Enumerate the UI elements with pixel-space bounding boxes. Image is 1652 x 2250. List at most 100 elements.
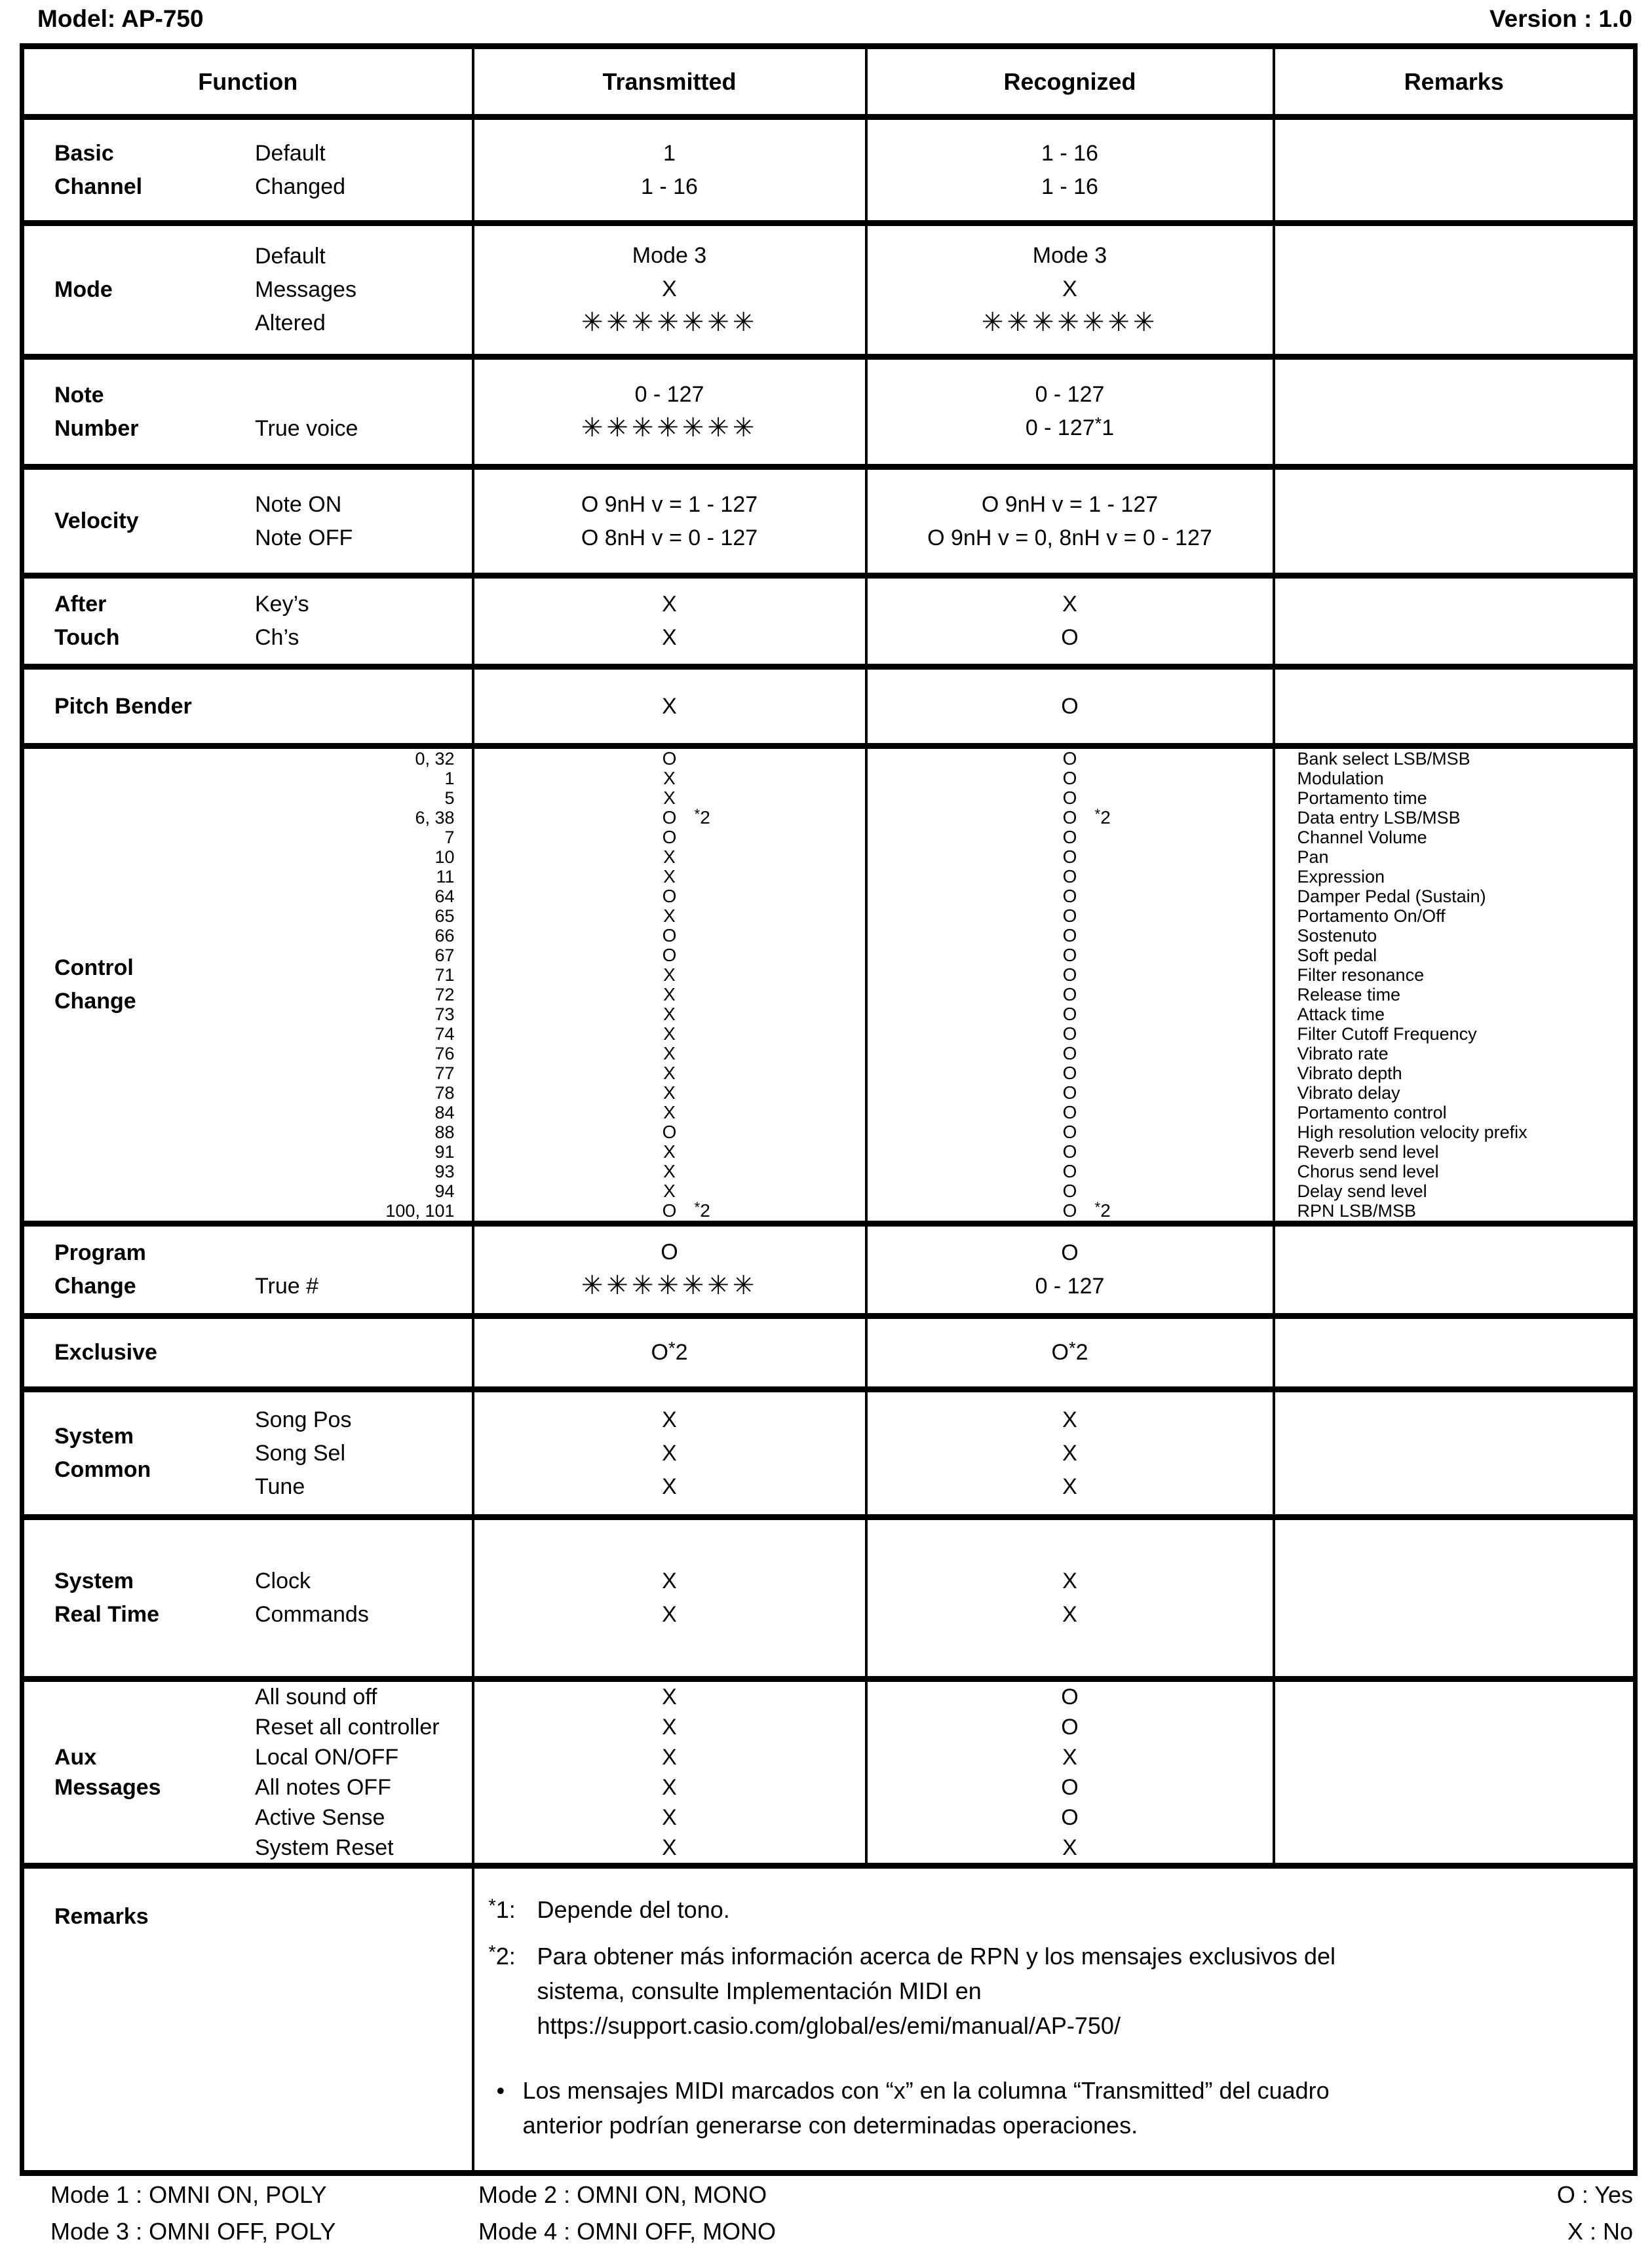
function-sublabels: Note ON Note OFF	[229, 488, 471, 555]
transmitted-value: X	[662, 1569, 677, 1593]
cc-name: Chorus send level	[1297, 1162, 1439, 1181]
cc-recognized-value: O	[1062, 1023, 1077, 1044]
function-label: Mode	[25, 273, 229, 307]
function-label: Program Change	[25, 1236, 229, 1303]
recognized-value: 0 - 127*1	[1025, 413, 1115, 440]
cc-number: 0, 32	[415, 749, 455, 769]
cc-number: 93	[434, 1162, 455, 1181]
recognized-value: O	[1061, 1685, 1079, 1710]
recognized-value: X	[1062, 276, 1077, 301]
function-label-line: Control	[54, 955, 134, 980]
recognized-value: O 9nH v = 0, 8nH v = 0 - 127	[927, 525, 1212, 550]
cc-transmitted-value: X	[663, 866, 676, 887]
transmitted-value: 0 - 127	[634, 381, 704, 407]
cc-transmitted-value: O *2	[662, 1198, 710, 1221]
remark-note: *1: Depende del tono.	[489, 1892, 1622, 1930]
document-header: Model: AP-750 Version : 1.0	[37, 5, 1632, 33]
cc-number: 10	[434, 847, 455, 867]
recognized-cell: 1 - 16 1 - 16	[864, 114, 1275, 226]
cc-transmitted-value: O	[662, 827, 677, 847]
recognized-value: 1 - 16	[1041, 140, 1098, 166]
cc-number: 84	[434, 1103, 455, 1122]
function-sublabels: Default Changed	[229, 137, 471, 204]
cc-number: 73	[434, 1004, 455, 1024]
function-sublabels: True #	[229, 1236, 471, 1303]
transmitted-value: X	[662, 1805, 677, 1830]
function-label-line: Real Time	[54, 1602, 160, 1627]
transmitted-value: ✳✳✳✳✳✳✳	[581, 307, 758, 337]
cc-transmitted-value: X	[663, 847, 676, 867]
cc-transmitted-value: O	[662, 748, 677, 769]
function-label-line: Change	[54, 1274, 136, 1299]
mode2-label: Mode 2 : OMNI ON, MONO	[478, 2181, 767, 2208]
recognized-value: 0 - 127	[1035, 382, 1105, 407]
function-cell: System Common Song Pos Song Sel Tune	[20, 1386, 474, 1520]
cc-transmitted-value: O	[662, 886, 677, 906]
cc-number: 100, 101	[385, 1201, 455, 1221]
cc-number: 74	[434, 1024, 455, 1044]
function-label-line: Number	[54, 415, 139, 441]
recognized-value: O	[1061, 1775, 1079, 1800]
function-label-line: Touch	[54, 625, 120, 650]
cc-transmitted-value: X	[663, 964, 676, 985]
column-header-remarks: Remarks	[1272, 43, 1637, 120]
remark-line: sistema, consulte Implementación MIDI en	[537, 1977, 982, 2004]
function-cell: Aux Messages All sound off Reset all contr…	[20, 1676, 474, 1869]
model-label: Model: AP-750	[37, 5, 204, 32]
function-sublabel: Messages	[255, 277, 356, 302]
function-label-line: Mode	[54, 277, 113, 302]
function-sublabel: All sound off	[255, 1685, 377, 1710]
function-sublabel: Song Sel	[255, 1440, 345, 1466]
remark-line: Los mensajes MIDI marcados con “x” en la…	[522, 2077, 1330, 2104]
row-basic-channel: Basic Channel Default Changed 1 1 - 16 1 - …	[20, 114, 1637, 226]
cc-name: RPN LSB/MSB	[1297, 1201, 1417, 1221]
function-sublabel	[255, 379, 471, 412]
function-sublabel: Reset all controller	[255, 1715, 440, 1740]
cc-recognized-value: O	[1062, 1043, 1077, 1063]
recognized-value: X	[1062, 1440, 1077, 1466]
recognized-value: X	[1062, 1407, 1077, 1432]
cc-number: 65	[434, 906, 455, 926]
row-remarks: Remarks *1: Depende del tono. *2: Para obte…	[20, 1863, 1637, 2176]
row-velocity: Velocity Note ON Note OFF O 9nH v = 1 - 1…	[20, 464, 1637, 579]
recognized-value: O	[1061, 1715, 1079, 1740]
recognized-value: O*2	[1051, 1337, 1088, 1365]
midi-chart-table: Function Transmitted Recognized Remarks …	[20, 43, 1638, 2176]
cc-recognized-value: O	[1062, 925, 1077, 945]
cc-transmitted-value: O	[662, 945, 677, 965]
row-pitch-bender: Pitch Bender X O	[20, 664, 1637, 749]
recognized-cell: O	[864, 664, 1275, 749]
recognized-value: Mode 3	[1032, 243, 1107, 268]
function-sublabel: Altered	[255, 311, 326, 335]
cc-recognized-value: O	[1062, 768, 1077, 788]
cc-transmitted-value: O	[662, 925, 677, 945]
cc-name: High resolution velocity prefix	[1297, 1122, 1527, 1142]
cc-number: 67	[434, 945, 455, 965]
transmitted-value: O*2	[651, 1337, 688, 1365]
cc-transmitted-value: X	[663, 1004, 676, 1024]
table-header-row: Function Transmitted Recognized Remarks	[20, 43, 1637, 120]
transmitted-cell: 0 - 127 ✳✳✳✳✳✳✳	[471, 354, 868, 470]
transmitted-cell: O*2	[471, 1313, 868, 1392]
function-sublabels: Key’s Ch’s	[229, 588, 471, 655]
remarks-notes-cell: *1: Depende del tono. *2: Para obtener más …	[471, 1863, 1637, 2176]
remarks-cell	[1272, 464, 1637, 579]
cc-name: Vibrato depth	[1297, 1063, 1402, 1083]
recognized-value: O 9nH v = 1 - 127	[981, 491, 1159, 517]
cc-number: 66	[434, 926, 455, 945]
row-program-change: Program Change True # O ✳✳✳✳✳✳✳ O 0 - 127	[20, 1221, 1637, 1319]
recognized-cell: O 0 - 127	[864, 1221, 1275, 1319]
function-sublabel: Changed	[255, 174, 346, 199]
cc-transmitted-value: X	[663, 788, 676, 808]
function-cell: Program Change True #	[20, 1221, 474, 1319]
transmitted-value: X	[662, 1745, 677, 1770]
function-label: Control Change	[25, 951, 229, 1018]
cc-transmitted-value: X	[663, 1141, 676, 1162]
mode3-label: Mode 3 : OMNI OFF, POLY	[50, 2218, 336, 2245]
transmitted-value: X	[662, 1407, 677, 1432]
mode-legend-footer: Mode 1 : OMNI ON, POLY Mode 2 : OMNI ON,…	[20, 2177, 1633, 2250]
